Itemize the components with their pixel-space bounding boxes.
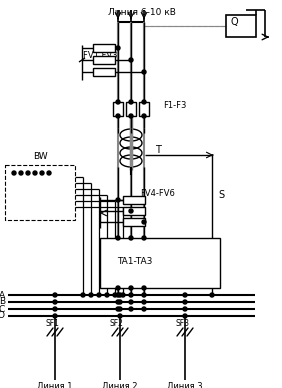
Circle shape [116, 114, 120, 118]
Text: C: C [0, 305, 5, 314]
Circle shape [53, 314, 57, 318]
Text: SF3: SF3 [175, 319, 189, 327]
Circle shape [142, 236, 146, 240]
Text: Линия 2: Линия 2 [102, 382, 138, 388]
Circle shape [142, 70, 146, 74]
Bar [123, 207, 145, 215]
Text: FV4-FV6: FV4-FV6 [140, 189, 175, 197]
Circle shape [26, 171, 30, 175]
Circle shape [142, 293, 146, 297]
Circle shape [53, 307, 57, 311]
Text: S: S [218, 190, 224, 200]
Circle shape [33, 171, 37, 175]
Circle shape [183, 293, 187, 297]
Circle shape [97, 293, 101, 297]
Circle shape [116, 307, 120, 311]
Circle shape [118, 314, 122, 318]
Circle shape [118, 307, 122, 311]
Circle shape [183, 300, 187, 304]
Text: O: O [0, 312, 5, 320]
Bar [139, 102, 149, 116]
Bar [123, 218, 145, 226]
Circle shape [142, 307, 146, 311]
Text: TA1-TA3: TA1-TA3 [117, 258, 153, 267]
Circle shape [142, 300, 146, 304]
Text: SF1: SF1 [45, 319, 59, 327]
Circle shape [129, 300, 133, 304]
Circle shape [116, 100, 120, 104]
Circle shape [116, 198, 120, 202]
Circle shape [53, 300, 57, 304]
Circle shape [53, 293, 57, 297]
Circle shape [89, 293, 93, 297]
Text: BW: BW [33, 152, 47, 161]
Circle shape [40, 171, 44, 175]
Bar [126, 102, 136, 116]
Circle shape [113, 293, 117, 297]
Text: FV1 FV3: FV1 FV3 [83, 50, 118, 59]
Circle shape [210, 293, 214, 297]
Bar [93, 44, 115, 52]
Bar [5, 165, 75, 220]
Text: T: T [155, 145, 161, 155]
Circle shape [129, 293, 133, 297]
Circle shape [116, 46, 120, 50]
Text: B: B [0, 298, 5, 307]
Text: Линия 1: Линия 1 [37, 382, 73, 388]
Circle shape [121, 293, 125, 297]
Circle shape [129, 307, 133, 311]
Circle shape [129, 100, 133, 104]
Circle shape [12, 171, 16, 175]
Bar [93, 68, 115, 76]
Circle shape [81, 293, 85, 297]
Circle shape [19, 171, 23, 175]
Text: Линия 6-10 кВ: Линия 6-10 кВ [108, 8, 176, 17]
Circle shape [142, 220, 146, 224]
Bar [123, 196, 145, 204]
Circle shape [142, 100, 146, 104]
Circle shape [129, 114, 133, 118]
Circle shape [183, 314, 187, 318]
Circle shape [142, 114, 146, 118]
Circle shape [105, 293, 109, 297]
Circle shape [129, 58, 133, 62]
Circle shape [129, 209, 133, 213]
Bar [100, 238, 220, 288]
Circle shape [118, 300, 122, 304]
Circle shape [129, 236, 133, 240]
Bar [113, 102, 123, 116]
Text: A: A [0, 291, 5, 300]
Circle shape [142, 286, 146, 290]
Bar [226, 15, 256, 37]
Circle shape [183, 307, 187, 311]
Circle shape [116, 300, 120, 304]
Circle shape [47, 171, 51, 175]
Circle shape [118, 293, 122, 297]
Circle shape [116, 236, 120, 240]
Text: SF2: SF2 [110, 319, 124, 327]
Bar [93, 56, 115, 64]
Circle shape [116, 286, 120, 290]
Circle shape [116, 293, 120, 297]
Circle shape [129, 286, 133, 290]
Text: Q: Q [230, 17, 238, 27]
Text: Линия 3: Линия 3 [167, 382, 203, 388]
Text: F1-F3: F1-F3 [163, 102, 186, 111]
